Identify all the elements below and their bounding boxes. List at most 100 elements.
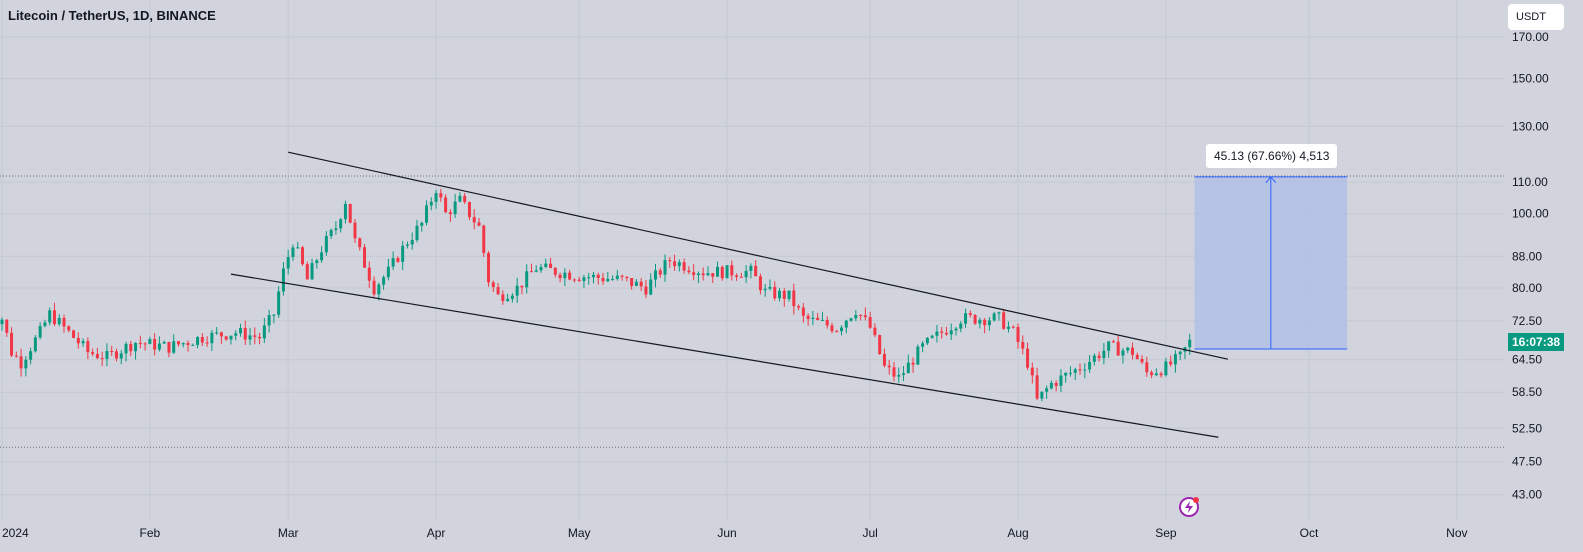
candle-body [677,262,681,267]
candle-body [472,217,476,223]
candle-body [563,272,567,279]
candle-body [1092,355,1096,362]
price-tick-label: 58.50 [1512,385,1542,399]
measure-label: 45.13 (67.66%) 4,513 [1206,144,1338,168]
candle-body [716,266,719,277]
candle-body [506,298,510,302]
candle-body [625,276,629,279]
candle-body [820,319,824,321]
candle-body [425,205,429,223]
candle-body [653,270,657,280]
candle-body [148,338,152,344]
candle-body [124,343,128,354]
candle-body [448,212,452,215]
candle-body [601,278,605,282]
candle-body [739,276,743,278]
candle-body [14,355,18,357]
candle-body [196,336,200,345]
candle-body [591,274,595,278]
candle-body [797,306,801,308]
candle-body [630,278,634,286]
candle-body [706,273,710,276]
candle-body [558,274,562,279]
price-tick-label: 88.00 [1512,249,1542,263]
candle-body [1083,369,1087,371]
candle-body [606,278,610,282]
candle-body [1002,312,1006,329]
candle-body [487,253,491,283]
candle-body [1135,354,1139,360]
candle-body [200,336,204,343]
candle-body [1006,326,1010,329]
candle-body [1045,388,1049,392]
candle-body [324,236,328,253]
time-tick-label: May [568,526,591,540]
price-tick-label: 64.50 [1512,353,1542,367]
candle-body [167,341,171,353]
candle-body [935,331,939,336]
price-tick-label: 72.50 [1512,314,1542,328]
candle-body [515,285,519,296]
candle-body [348,203,352,223]
candle-body [859,314,863,316]
candle-body [1021,341,1025,349]
candle-body [43,322,47,327]
candle-body [496,287,500,295]
candle-body [983,319,987,326]
candle-body [582,277,586,281]
candle-body [153,338,157,350]
candle-body [668,260,672,262]
currency-button[interactable]: USDT [1508,4,1564,30]
lower-channel-trendline [230,273,1219,438]
candle-body [1169,361,1173,365]
candle-body [329,229,333,237]
candle-body [181,342,185,345]
price-tick-label: 80.00 [1512,281,1542,295]
candle-body [243,328,247,340]
candle-body [1150,372,1154,376]
candle-body [930,335,934,338]
candle-body [692,272,696,276]
candle-body [57,318,61,325]
countdown-price-tag: 16:07:38 [1508,333,1565,351]
candle-body [1102,350,1106,359]
lightning-icon[interactable] [1179,497,1199,517]
candle-body [367,267,371,281]
candle-body [491,282,495,288]
candle-body [420,222,424,226]
candle-body [911,362,915,365]
candle-body [830,325,834,332]
candle-body [272,314,276,316]
candle-body [186,342,190,346]
candle-body [987,320,991,326]
candle-body [1059,375,1063,386]
candle-body [959,323,963,329]
candle-body [1064,373,1068,376]
candle-body [1088,361,1092,370]
candle-body [992,313,996,321]
candle-body [477,222,481,226]
candle-body [267,315,271,326]
candle-body [520,285,524,288]
candle-body [110,350,114,352]
candle-body [1164,361,1168,376]
candle-body [1040,391,1044,399]
candle-body [415,225,419,241]
candle-body [434,193,438,202]
candle-body [854,314,858,319]
candle-body [711,273,715,277]
candle-body [315,260,319,264]
candle-body [587,277,591,279]
candle-body [38,326,42,338]
candle-body [806,315,810,319]
candle-body [76,337,80,344]
candle-body [792,290,796,307]
candle-body [191,344,195,346]
candle-body [596,274,600,279]
candle-body [382,277,386,285]
candle-body [534,270,538,272]
candle-body [396,258,400,262]
candle-body [849,318,853,321]
candle-body [1026,348,1030,368]
